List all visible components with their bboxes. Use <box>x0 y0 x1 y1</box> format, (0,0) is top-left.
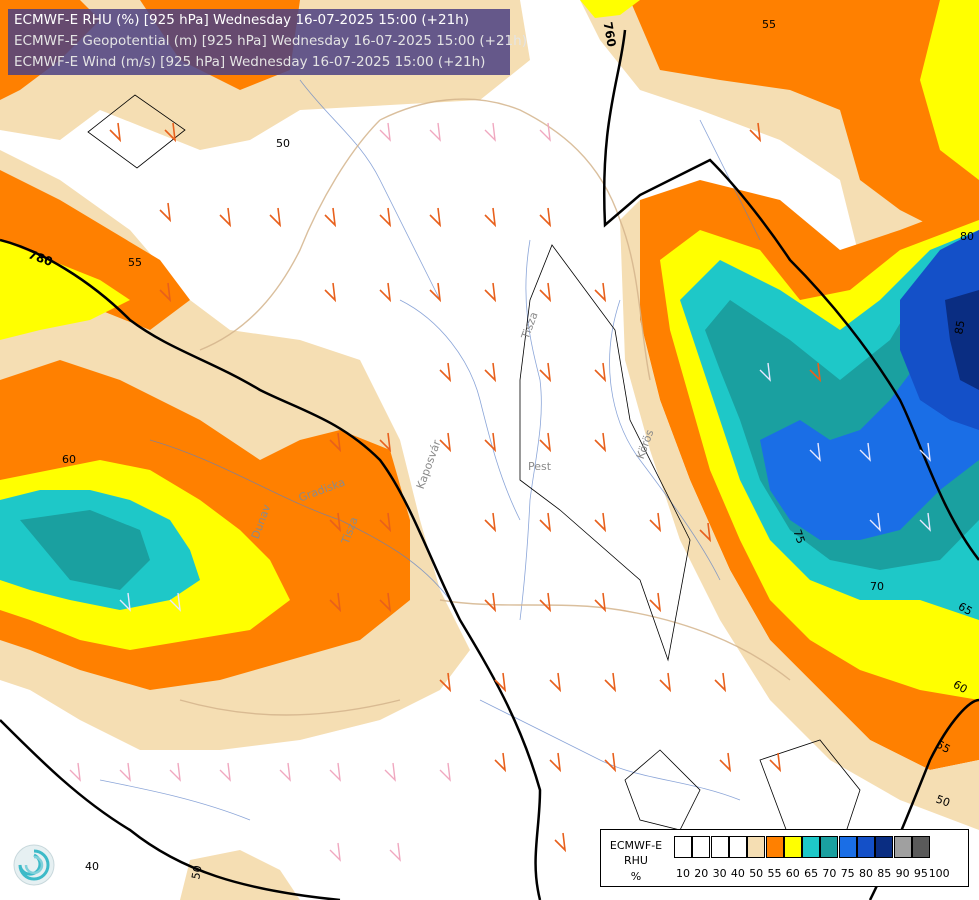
rhu-label: 55 <box>128 256 142 269</box>
rhu-label: 60 <box>951 678 970 696</box>
legend-swatch <box>911 836 930 858</box>
legend-swatch <box>765 836 784 858</box>
legend-tick-label: 70 <box>822 867 837 880</box>
rhu-label: 70 <box>870 580 884 593</box>
legend-tick-label: 85 <box>877 867 892 880</box>
rhu-area-80-east <box>900 230 979 430</box>
svg-text:Pest: Pest <box>528 460 552 473</box>
legend-tick-label: 40 <box>730 867 745 880</box>
legend-tick-label: 75 <box>840 867 855 880</box>
legend-tick-label: 90 <box>895 867 910 880</box>
rhu-area-60-top-right <box>920 0 979 180</box>
geo-label: 50 <box>189 864 204 880</box>
legend-swatch <box>875 836 894 858</box>
legend-swatch <box>893 836 912 858</box>
geo-label: 40 <box>85 860 99 873</box>
map-header: ECMWF-E RHU (%) [925 hPa] Wednesday 16-0… <box>8 9 527 75</box>
legend-swatch <box>674 836 692 858</box>
borders <box>179 98 791 716</box>
legend-swatch <box>857 836 875 858</box>
legend-swatch <box>820 836 839 858</box>
rhu-label: 85 <box>952 319 967 335</box>
rhu-area-85-east <box>945 290 979 390</box>
rhu-label: 65 <box>956 600 975 618</box>
legend-tick-label: 50 <box>749 867 764 880</box>
legend-swatch <box>747 836 766 858</box>
legend-swatch <box>710 836 729 858</box>
wind-barbs-light <box>69 122 551 862</box>
rhu-label: 55 <box>762 18 776 31</box>
legend-tick-label: 100 <box>928 867 950 880</box>
legend-tick-label: 80 <box>859 867 873 880</box>
rhu-area-50-bottom-left <box>180 850 300 900</box>
rhu-area-50-east <box>620 200 979 830</box>
legend-title: ECMWF-E <box>609 839 663 852</box>
rhu-area-60-west-nw <box>0 240 130 340</box>
wind-barbs-cool <box>119 362 931 612</box>
geo-label: 760 <box>601 21 619 48</box>
legend-swatch <box>838 836 857 858</box>
rhu-area-60-top-small <box>580 0 640 18</box>
legend-tick-label: 30 <box>712 867 727 880</box>
legend-tick-label: 60 <box>785 867 800 880</box>
rhu-area-55-top-right <box>630 0 979 250</box>
rhu-label: 80 <box>960 230 974 243</box>
region-outlines <box>87 94 861 851</box>
legend-swatch <box>692 836 711 858</box>
legend-unit: % <box>630 870 642 883</box>
legend-variable: RHU <box>624 854 648 867</box>
rhu-label: 50 <box>934 793 952 810</box>
rhu-title: ECMWF-E RHU (%) [925 hPa] Wednesday 16-0… <box>14 12 469 28</box>
rhu-label: 60 <box>62 453 76 466</box>
legend-tick-label: 10 <box>676 867 690 880</box>
legend-tick-label: 65 <box>804 867 819 880</box>
legend-swatch <box>783 836 802 858</box>
legend-tick-label: 20 <box>694 867 709 880</box>
legend-swatch <box>802 836 821 858</box>
geopotential-title: ECMWF-E Geopotential (m) [925 hPa] Wedne… <box>14 33 527 49</box>
rhu-area-70-west <box>20 510 150 590</box>
wind-barbs <box>109 122 822 853</box>
wind-title: ECMWF-E Wind (m/s) [925 hPa] Wednesday 1… <box>14 54 486 70</box>
ecmwf-logo-icon <box>13 844 55 886</box>
rhu-label: 55 <box>934 738 953 756</box>
legend-tick-label: 55 <box>767 867 782 880</box>
contour-labels: 55 50 55 60 80 85 75 70 65 60 55 50 40 5… <box>26 18 974 880</box>
rhu-legend: ECMWF-E RHU % 10 20 30 40 50 55 60 65 70 75 80 85 90… <box>600 829 969 887</box>
legend-swatch <box>728 836 747 858</box>
legend-tick-label: 95 <box>913 867 928 880</box>
rhu-label: 50 <box>276 137 290 150</box>
rhu-label: 75 <box>790 528 807 546</box>
